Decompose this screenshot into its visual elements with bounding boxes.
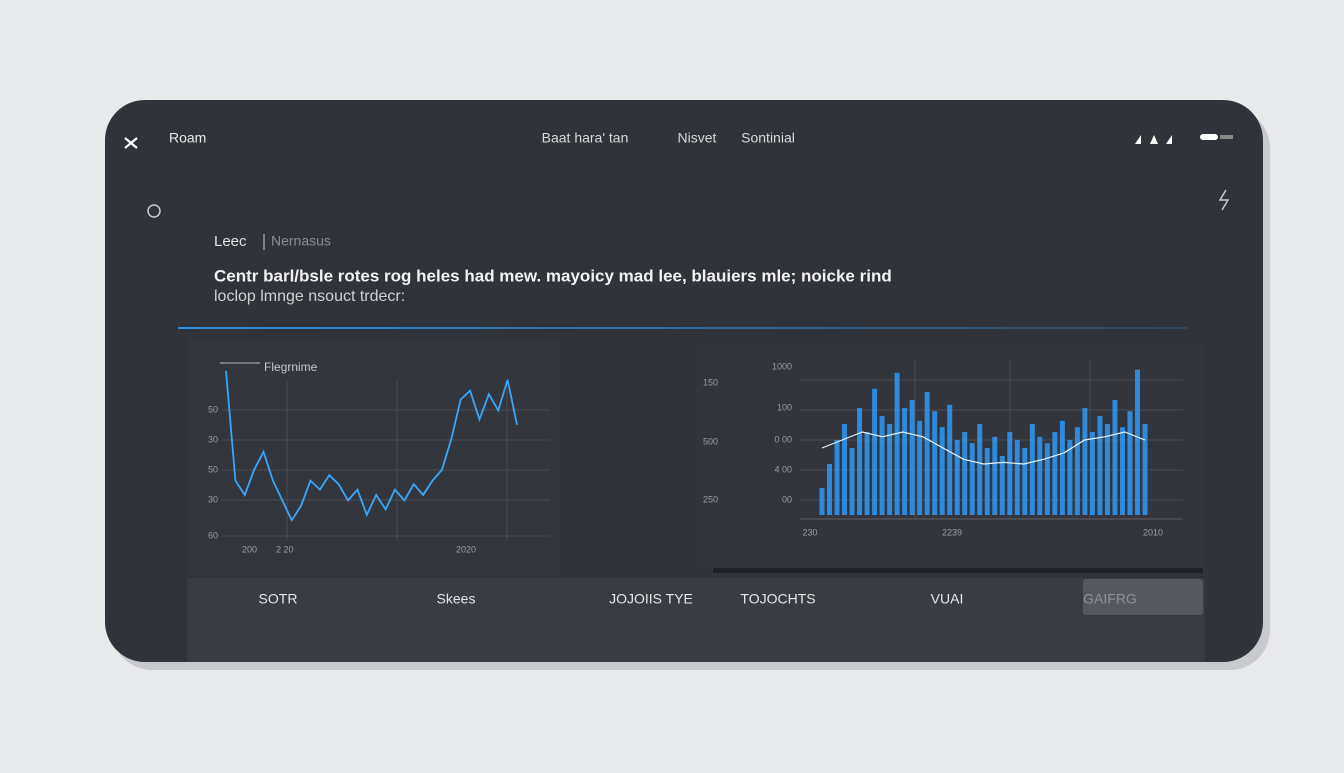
bar [1082,408,1088,515]
headline: Centr barl/bsle rotes rog heles had mew.… [214,266,892,285]
bar [977,424,983,515]
bar [1014,440,1020,515]
y-label: 100 [777,402,792,412]
bar [834,440,840,515]
bar [887,424,893,515]
nav-item[interactable]: VUAI [931,591,964,607]
bar [872,388,878,515]
bar [1044,443,1050,515]
bar [1007,432,1013,515]
y-label: 0 00 [774,434,792,444]
x-label: 2239 [942,527,962,537]
nav-item[interactable]: Skees [437,591,476,607]
y-label-outer: 500 [703,436,718,446]
panel-edge [713,568,1203,573]
bar [1134,369,1140,515]
bar [1142,424,1148,515]
y-label: 30 [208,494,218,504]
bar [1127,411,1133,515]
bar [894,372,900,515]
divider [178,327,1188,329]
trend-line [821,431,1146,465]
bar [947,404,953,515]
y-label: 60 [208,530,218,540]
subline: loclop lmnge nsouct trdecr: [214,288,405,305]
bar [962,432,968,515]
bar [939,427,945,515]
section-sublabel: Nernasus [271,233,331,249]
nav-active-bg [1083,579,1203,615]
search-icon[interactable] [147,204,161,218]
back-label[interactable]: Roam [169,130,206,146]
bar [842,424,848,515]
bar [984,448,990,515]
bar [1022,448,1028,515]
x-label: 2 20 [276,544,294,554]
bar [1112,400,1118,515]
close-icon[interactable] [124,137,138,149]
bar [1037,436,1043,515]
bar [932,411,938,515]
y-label: 50 [208,464,218,474]
bar [1104,424,1110,515]
y-label: 50 [208,404,218,414]
bar [924,392,930,515]
bar [1097,416,1103,515]
y-label: 4 00 [774,464,792,474]
header-tab[interactable]: Sontinial [741,130,795,146]
nav-item[interactable]: TOJOCHTS [740,591,815,607]
bar [849,448,855,515]
bar [1067,440,1073,515]
bar [1074,427,1080,515]
section-label: Leec [214,233,247,250]
data-line [225,370,518,523]
nav-item[interactable]: GAIFRG [1083,591,1137,607]
legend-label: Flegrnime [264,360,318,374]
chart-panel [188,340,560,576]
x-label: 230 [802,527,817,537]
nav-item[interactable]: JOJOIIS TYE [609,591,693,607]
bar [1029,424,1035,515]
header-tab[interactable]: Nisvet [678,130,717,146]
status-icons [1135,134,1233,144]
nav-bar [187,578,1205,662]
flash-icon[interactable] [1218,189,1230,211]
bar [1052,432,1058,515]
bar [969,443,975,515]
bar [917,420,923,515]
bar [857,408,863,515]
bar [902,408,908,515]
x-label: 2010 [1143,527,1163,537]
bar [879,416,885,515]
bar [909,400,915,515]
y-label-outer: 250 [703,494,718,504]
bar [999,456,1005,515]
x-label: 2020 [456,544,476,554]
header-tab[interactable]: Baat hara' tan [542,130,629,146]
bar [819,488,825,515]
dynamic-layer: 50 30 50 30 60 Flegrnime 200 2 20 2020 150 500 250 1… [208,360,1183,607]
y-label-outer: 150 [703,377,718,387]
bar [954,440,960,515]
bar [1089,432,1095,515]
bar [864,432,870,515]
y-label: 00 [782,494,792,504]
bar [992,436,998,515]
bar [1059,420,1065,515]
x-label: 200 [242,544,257,554]
bar [1119,427,1125,515]
y-label: 1000 [772,361,792,371]
y-label: 30 [208,434,218,444]
nav-item[interactable]: SOTR [259,591,298,607]
bar [827,464,833,515]
